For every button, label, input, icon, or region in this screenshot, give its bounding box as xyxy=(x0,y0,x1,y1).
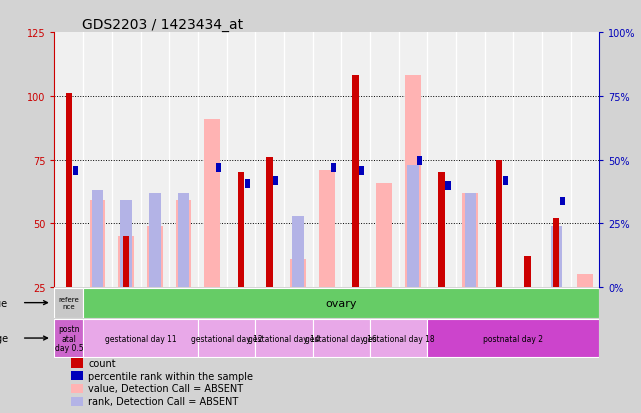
Text: ovary: ovary xyxy=(326,298,357,308)
Text: GDS2203 / 1423434_at: GDS2203 / 1423434_at xyxy=(82,18,243,32)
Bar xyxy=(376,183,392,287)
Text: postnatal day 2: postnatal day 2 xyxy=(483,334,544,343)
Text: gestational day 18: gestational day 18 xyxy=(363,334,435,343)
Bar xyxy=(331,164,336,173)
Bar xyxy=(370,319,428,357)
Bar xyxy=(560,197,565,206)
Bar xyxy=(553,219,560,287)
Bar xyxy=(71,371,83,380)
Bar xyxy=(54,319,83,357)
Text: refere
nce: refere nce xyxy=(58,297,79,309)
Bar xyxy=(292,216,304,287)
Text: gestational day 16: gestational day 16 xyxy=(305,334,377,343)
Bar xyxy=(123,237,129,287)
Bar xyxy=(90,201,105,287)
Bar xyxy=(360,166,365,176)
Bar xyxy=(267,158,272,287)
Bar xyxy=(319,171,335,287)
Text: gestational day 12: gestational day 12 xyxy=(191,334,262,343)
Bar xyxy=(216,164,221,173)
Text: gestational day 14: gestational day 14 xyxy=(248,334,320,343)
Text: age: age xyxy=(0,333,8,343)
Bar xyxy=(551,226,562,287)
Bar xyxy=(353,76,359,287)
Bar xyxy=(445,182,451,191)
Bar xyxy=(147,226,163,287)
Bar xyxy=(290,259,306,287)
Bar xyxy=(273,177,278,185)
Bar xyxy=(119,237,134,287)
Bar xyxy=(428,319,599,357)
Bar xyxy=(255,319,313,357)
Text: gestational day 11: gestational day 11 xyxy=(104,334,176,343)
Bar xyxy=(71,396,83,406)
Bar xyxy=(417,157,422,165)
Bar xyxy=(198,319,255,357)
Bar xyxy=(72,166,78,176)
Text: count: count xyxy=(88,358,116,368)
Bar xyxy=(176,201,192,287)
Bar xyxy=(405,76,421,287)
Bar xyxy=(577,275,593,287)
Bar xyxy=(503,177,508,185)
Bar xyxy=(204,119,220,287)
Text: tissue: tissue xyxy=(0,298,8,308)
Text: postn
atal
day 0.5: postn atal day 0.5 xyxy=(54,324,83,352)
Text: value, Detection Call = ABSENT: value, Detection Call = ABSENT xyxy=(88,384,244,394)
Bar xyxy=(313,319,370,357)
Bar xyxy=(465,193,476,287)
Bar xyxy=(71,358,83,368)
Bar xyxy=(71,384,83,393)
Text: rank, Detection Call = ABSENT: rank, Detection Call = ABSENT xyxy=(88,396,238,406)
Bar xyxy=(83,319,198,357)
Bar xyxy=(438,173,445,287)
Bar xyxy=(54,288,83,318)
Bar xyxy=(178,193,189,287)
Bar xyxy=(462,193,478,287)
Bar xyxy=(524,257,531,287)
Text: percentile rank within the sample: percentile rank within the sample xyxy=(88,371,253,381)
Bar xyxy=(121,201,132,287)
Bar xyxy=(407,165,419,287)
Bar xyxy=(65,94,72,287)
Bar xyxy=(238,173,244,287)
Bar xyxy=(149,193,161,287)
Bar xyxy=(496,160,502,287)
Bar xyxy=(245,179,250,188)
Bar xyxy=(92,191,103,287)
